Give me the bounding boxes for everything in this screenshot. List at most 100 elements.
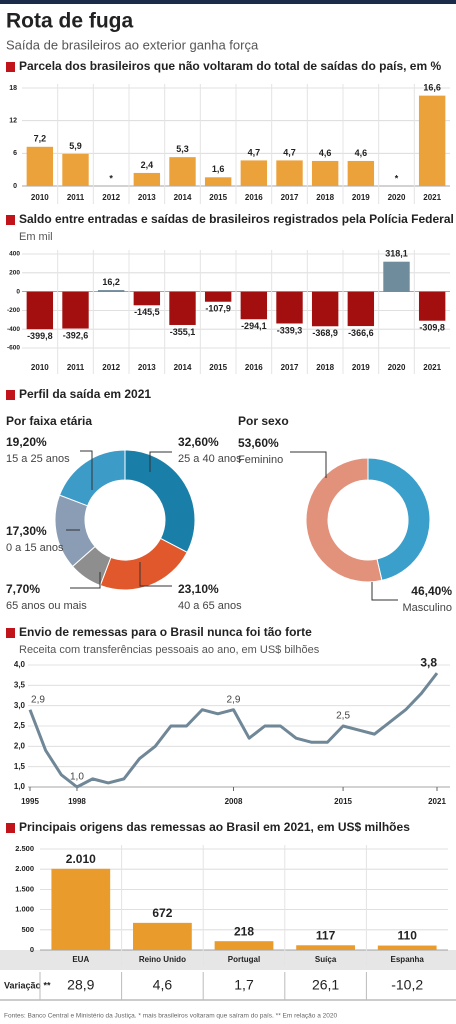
section-title: Principais origens das remessas ao Brasi… (19, 820, 410, 834)
bar (311, 291, 339, 327)
section-marker (6, 390, 15, 400)
y-tick-label: 200 (9, 270, 20, 277)
bar (26, 146, 54, 186)
section-marker (6, 628, 15, 638)
variation-value: 28,9 (67, 977, 94, 993)
chart-subtitle: Receita com transferências pessoais ao a… (19, 644, 320, 656)
x-tick-label: Reino Unido (139, 955, 186, 964)
value-label: 1,6 (212, 164, 225, 174)
slice-value: 17,30% (6, 524, 47, 538)
value-label: 4,6 (319, 148, 332, 158)
y-tick-label: 0 (13, 183, 17, 190)
y-tick-label: 0 (16, 288, 20, 295)
section-title: Envio de remessas para o Brasil nunca fo… (19, 625, 312, 639)
value-label: 117 (316, 928, 336, 942)
x-tick-label: 2021 (423, 193, 441, 202)
bar (133, 172, 161, 186)
y-tick-label: 2,0 (14, 741, 26, 750)
x-tick-label: 2010 (31, 193, 49, 202)
bar (204, 291, 232, 302)
variation-value: -10,2 (391, 977, 423, 993)
leader-line (70, 572, 101, 589)
category-row (0, 950, 456, 970)
value-label: -355,1 (170, 327, 196, 337)
y-tick-label: 12 (9, 118, 17, 125)
slice-value: 19,20% (6, 435, 47, 449)
slice-label: 40 a 65 anos (178, 600, 242, 612)
bar (347, 291, 375, 327)
slice-label: 0 a 15 anos (6, 542, 64, 554)
slice-label: 65 anos ou mais (6, 600, 87, 612)
value-label: * (395, 173, 399, 183)
x-tick-label: 2012 (102, 193, 120, 202)
value-label: -309,8 (419, 323, 445, 333)
x-tick-label: 2018 (316, 193, 334, 202)
y-tick-label: 1.000 (15, 905, 34, 914)
value-label: 2.010 (66, 852, 96, 866)
pie-title: Por sexo (238, 414, 289, 428)
section-title: Parcela dos brasileiros que não voltaram… (19, 59, 441, 73)
bar (169, 157, 196, 186)
pie-title: Por faixa etária (6, 414, 92, 428)
variation-value: 26,1 (312, 977, 339, 993)
x-tick-label: 2008 (225, 797, 243, 806)
y-tick-label: 400 (9, 251, 20, 258)
x-tick-label: 2010 (31, 363, 49, 372)
y-tick-label: -200 (7, 307, 20, 314)
x-tick-label: 2011 (67, 363, 85, 372)
variation-value: 1,7 (234, 977, 254, 993)
subtitle: Saída de brasileiros ao exterior ganha f… (6, 37, 259, 52)
x-tick-label: 2018 (316, 363, 334, 372)
value-label: 5,3 (176, 144, 189, 154)
value-label: 4,7 (248, 147, 261, 157)
y-tick-label: 3,0 (14, 701, 26, 710)
value-label: 7,2 (34, 134, 47, 144)
leader-line (290, 451, 327, 478)
bar (51, 868, 111, 950)
y-tick-label: 500 (21, 925, 34, 934)
slice-value: 53,60% (238, 436, 279, 450)
x-tick-label: EUA (72, 955, 89, 964)
leader-line (371, 582, 398, 601)
y-tick-label: 1,0 (14, 782, 26, 791)
x-tick-label: 2011 (67, 193, 85, 202)
leader-line (149, 451, 172, 472)
x-tick-label: 2017 (281, 363, 299, 372)
x-tick-label: 2020 (388, 363, 406, 372)
value-label: 2,5 (336, 711, 350, 722)
value-label: 672 (152, 906, 172, 920)
value-label: 318,1 (385, 249, 408, 259)
x-tick-label: 2019 (352, 193, 370, 202)
value-label: -366,6 (348, 328, 374, 338)
pie-slice (124, 449, 196, 553)
value-label: 2,9 (31, 694, 45, 705)
bar (26, 291, 54, 330)
bar (240, 160, 268, 186)
top-bar (0, 0, 456, 4)
value-label: 1,0 (70, 772, 84, 783)
bar (169, 291, 196, 325)
y-tick-label: 0 (30, 945, 34, 954)
x-tick-label: 2014 (174, 193, 192, 202)
variation-value: 4,6 (153, 977, 173, 993)
x-tick-label: 2012 (102, 363, 120, 372)
x-tick-label: Espanha (391, 955, 425, 964)
value-label: 4,7 (283, 147, 296, 157)
y-tick-label: 2.500 (15, 844, 34, 853)
slice-value: 32,60% (178, 435, 219, 449)
x-tick-label: 2013 (138, 193, 156, 202)
x-tick-label: 2015 (209, 363, 227, 372)
value-label: -399,8 (27, 331, 53, 341)
y-tick-label: 2.000 (15, 864, 34, 873)
value-label: 218 (234, 924, 254, 938)
bar (377, 945, 437, 950)
slice-value: 46,40% (411, 584, 452, 598)
x-tick-label: 2019 (352, 363, 370, 372)
y-tick-label: 1.500 (15, 884, 34, 893)
bar (276, 160, 303, 186)
slice-value: 7,70% (6, 582, 40, 596)
x-tick-label: 2015 (209, 193, 227, 202)
value-label: -294,1 (241, 321, 267, 331)
value-label: 110 (398, 929, 418, 943)
y-tick-label: 2,5 (14, 721, 26, 730)
